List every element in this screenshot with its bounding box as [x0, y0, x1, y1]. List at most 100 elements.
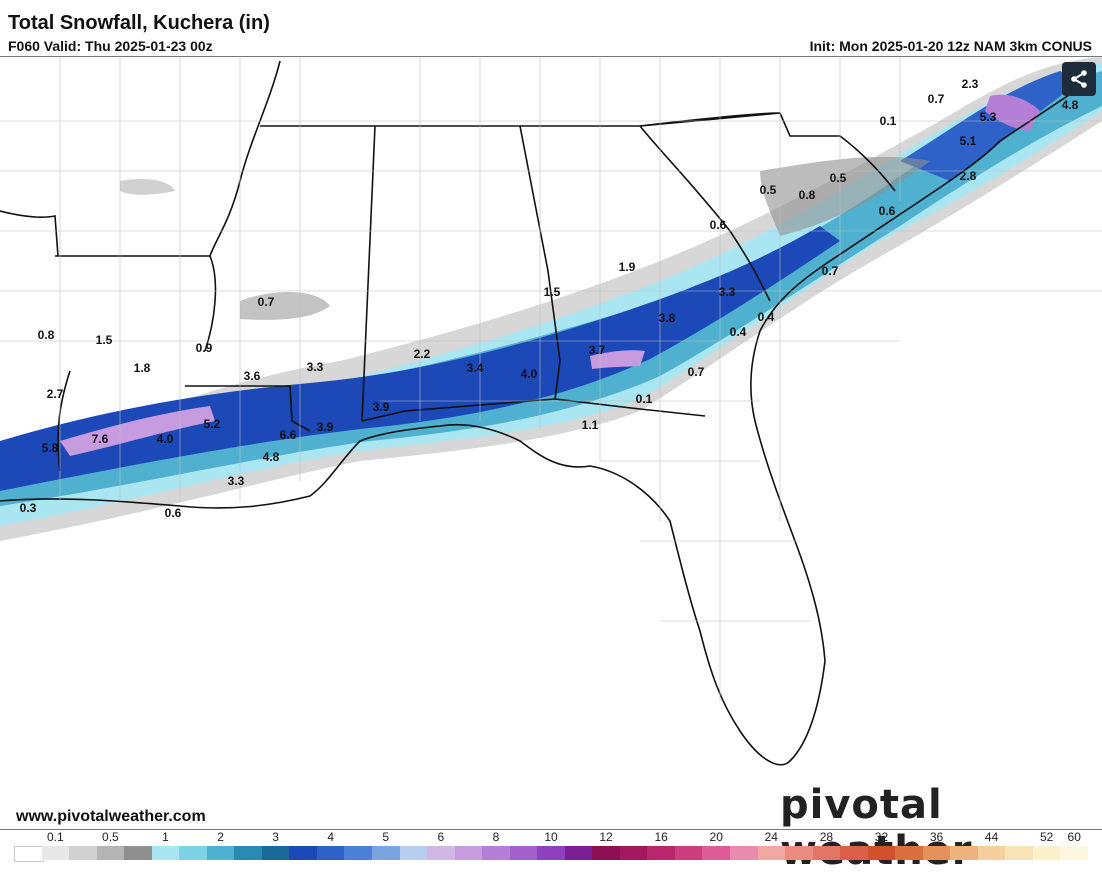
snowfall-value-labels: 2.3 0.7 0.1 5.3 4.8 5.1 2.8 0.5 0.8 0.5 0.6 0.6 1.9 0…	[20, 77, 1079, 520]
legend-swatch	[427, 846, 456, 860]
legend-swatch	[619, 846, 648, 860]
legend-swatch	[867, 846, 896, 860]
snowfall-value: 0.7	[258, 295, 275, 309]
snowfall-value: 0.8	[799, 188, 816, 202]
legend-label: 10	[544, 830, 558, 844]
snowfall-value: 6.6	[280, 428, 297, 442]
snowfall-legend: 0.1 0.5 1 2 3 4 5 6 8 10 12 16 20 24 28 32 36 44 52 60	[14, 830, 1089, 862]
snowfall-value: 0.6	[879, 204, 896, 218]
snowfall-value: 1.5	[96, 333, 113, 347]
snowfall-value: 3.3	[307, 360, 324, 374]
legend-label: 20	[709, 830, 723, 844]
legend-label: 4	[327, 830, 335, 844]
legend-swatch	[179, 846, 208, 860]
snowfall-value: 4.0	[157, 432, 174, 446]
legend-label: 1	[162, 830, 169, 844]
legend-swatch	[344, 846, 373, 860]
legend-swatch	[702, 846, 731, 860]
snowfall-value: 0.7	[928, 92, 945, 106]
snowfall-value: 1.1	[582, 418, 599, 432]
legend-swatch	[812, 846, 841, 860]
snowfall-value: 0.7	[688, 365, 705, 379]
snowfall-value: 5.3	[980, 110, 997, 124]
map-title: Total Snowfall, Kuchera (in)	[8, 12, 270, 34]
snowfall-value: 0.8	[38, 328, 55, 342]
snowfall-value: 4.8	[263, 450, 280, 464]
snowfall-value: 2.2	[414, 347, 431, 361]
init-time: Init: Mon 2025-01-20 12z NAM 3km CONUS	[809, 38, 1092, 54]
legend-label: 3	[272, 830, 279, 844]
legend-label: 2	[217, 830, 224, 844]
snowfall-value: 3.4	[467, 361, 484, 375]
snowfall-value: 0.4	[730, 325, 747, 339]
legend-swatch	[895, 846, 924, 860]
legend-label: 36	[929, 830, 944, 844]
legend-label: 60	[1067, 830, 1081, 844]
share-button[interactable]	[1062, 62, 1096, 96]
legend-label: 8	[492, 830, 500, 844]
legend-swatch	[1060, 846, 1089, 860]
legend-swatch	[1032, 846, 1061, 860]
legend-swatch	[647, 846, 676, 860]
legend-swatch	[509, 846, 538, 860]
legend-swatch	[454, 846, 483, 860]
legend-swatch	[289, 846, 318, 860]
legend-swatch	[234, 846, 263, 860]
snowfall-value: 0.6	[710, 218, 727, 232]
snowfall-value: 1.8	[134, 361, 151, 375]
legend-swatch	[564, 846, 593, 860]
valid-time: F060 Valid: Thu 2025-01-23 00z	[8, 38, 213, 54]
legend-swatch	[14, 846, 45, 862]
snowfall-value: 0.9	[196, 341, 213, 355]
snowfall-value: 0.6	[165, 506, 182, 520]
legend-swatch	[372, 846, 401, 860]
legend-label: 6	[437, 830, 445, 844]
snowfall-value: 1.9	[619, 260, 636, 274]
snowfall-value: 0.4	[758, 310, 775, 324]
snowfall-value: 1.5	[544, 285, 561, 299]
snowfall-value: 3.9	[317, 420, 334, 434]
snowfall-value: 0.7	[822, 264, 839, 278]
snowfall-value: 0.3	[20, 501, 37, 515]
snowfall-value: 0.1	[880, 114, 897, 128]
snowfall-value: 0.5	[830, 171, 847, 185]
snowfall-value: 3.7	[589, 343, 606, 357]
legend-label: 0.5	[102, 830, 119, 844]
legend-swatch	[399, 846, 428, 860]
snowfall-value: 3.3	[719, 285, 736, 299]
legend-swatch	[537, 846, 566, 860]
map-canvas: 2.3 0.7 0.1 5.3 4.8 5.1 2.8 0.5 0.8 0.5 0.6 0.6 1.9 0…	[0, 57, 1102, 829]
legend-swatch	[730, 846, 759, 860]
snowfall-value: 0.5	[760, 183, 777, 197]
snowfall-map[interactable]: 2.3 0.7 0.1 5.3 4.8 5.1 2.8 0.5 0.8 0.5 0.6 0.6 1.9 0…	[0, 56, 1102, 830]
legend-swatch	[674, 846, 703, 860]
legend-swatch	[316, 846, 345, 860]
snowfall-value: 3.3	[228, 474, 245, 488]
snowfall-value: 7.6	[92, 432, 109, 446]
legend-swatch	[41, 846, 70, 860]
legend-swatch	[977, 846, 1006, 860]
legend-swatch	[1005, 846, 1034, 860]
legend-label: 24	[764, 830, 778, 844]
legend-swatch	[840, 846, 869, 860]
legend-label: 44	[984, 830, 999, 844]
legend-swatch	[757, 846, 786, 860]
snowfall-value: 4.0	[521, 367, 538, 381]
website-url[interactable]: www.pivotalweather.com	[16, 808, 206, 825]
legend-swatch	[96, 846, 125, 860]
legend-swatch	[785, 846, 814, 860]
snowfall-value: 0.1	[636, 392, 653, 406]
legend-swatch	[482, 846, 511, 860]
legend-label: 16	[654, 830, 668, 844]
snow-shading	[0, 57, 1102, 541]
legend-swatch	[69, 846, 98, 860]
snowfall-value: 3.8	[659, 311, 676, 325]
legend-swatch	[950, 846, 979, 860]
legend-swatch	[151, 846, 180, 860]
snowfall-value: 3.9	[373, 400, 390, 414]
legend-swatch	[592, 846, 621, 860]
coastline	[0, 80, 1091, 766]
legend-label: 5	[382, 830, 390, 844]
legend-swatch	[261, 846, 290, 860]
snowfall-value: 5.8	[42, 441, 59, 455]
